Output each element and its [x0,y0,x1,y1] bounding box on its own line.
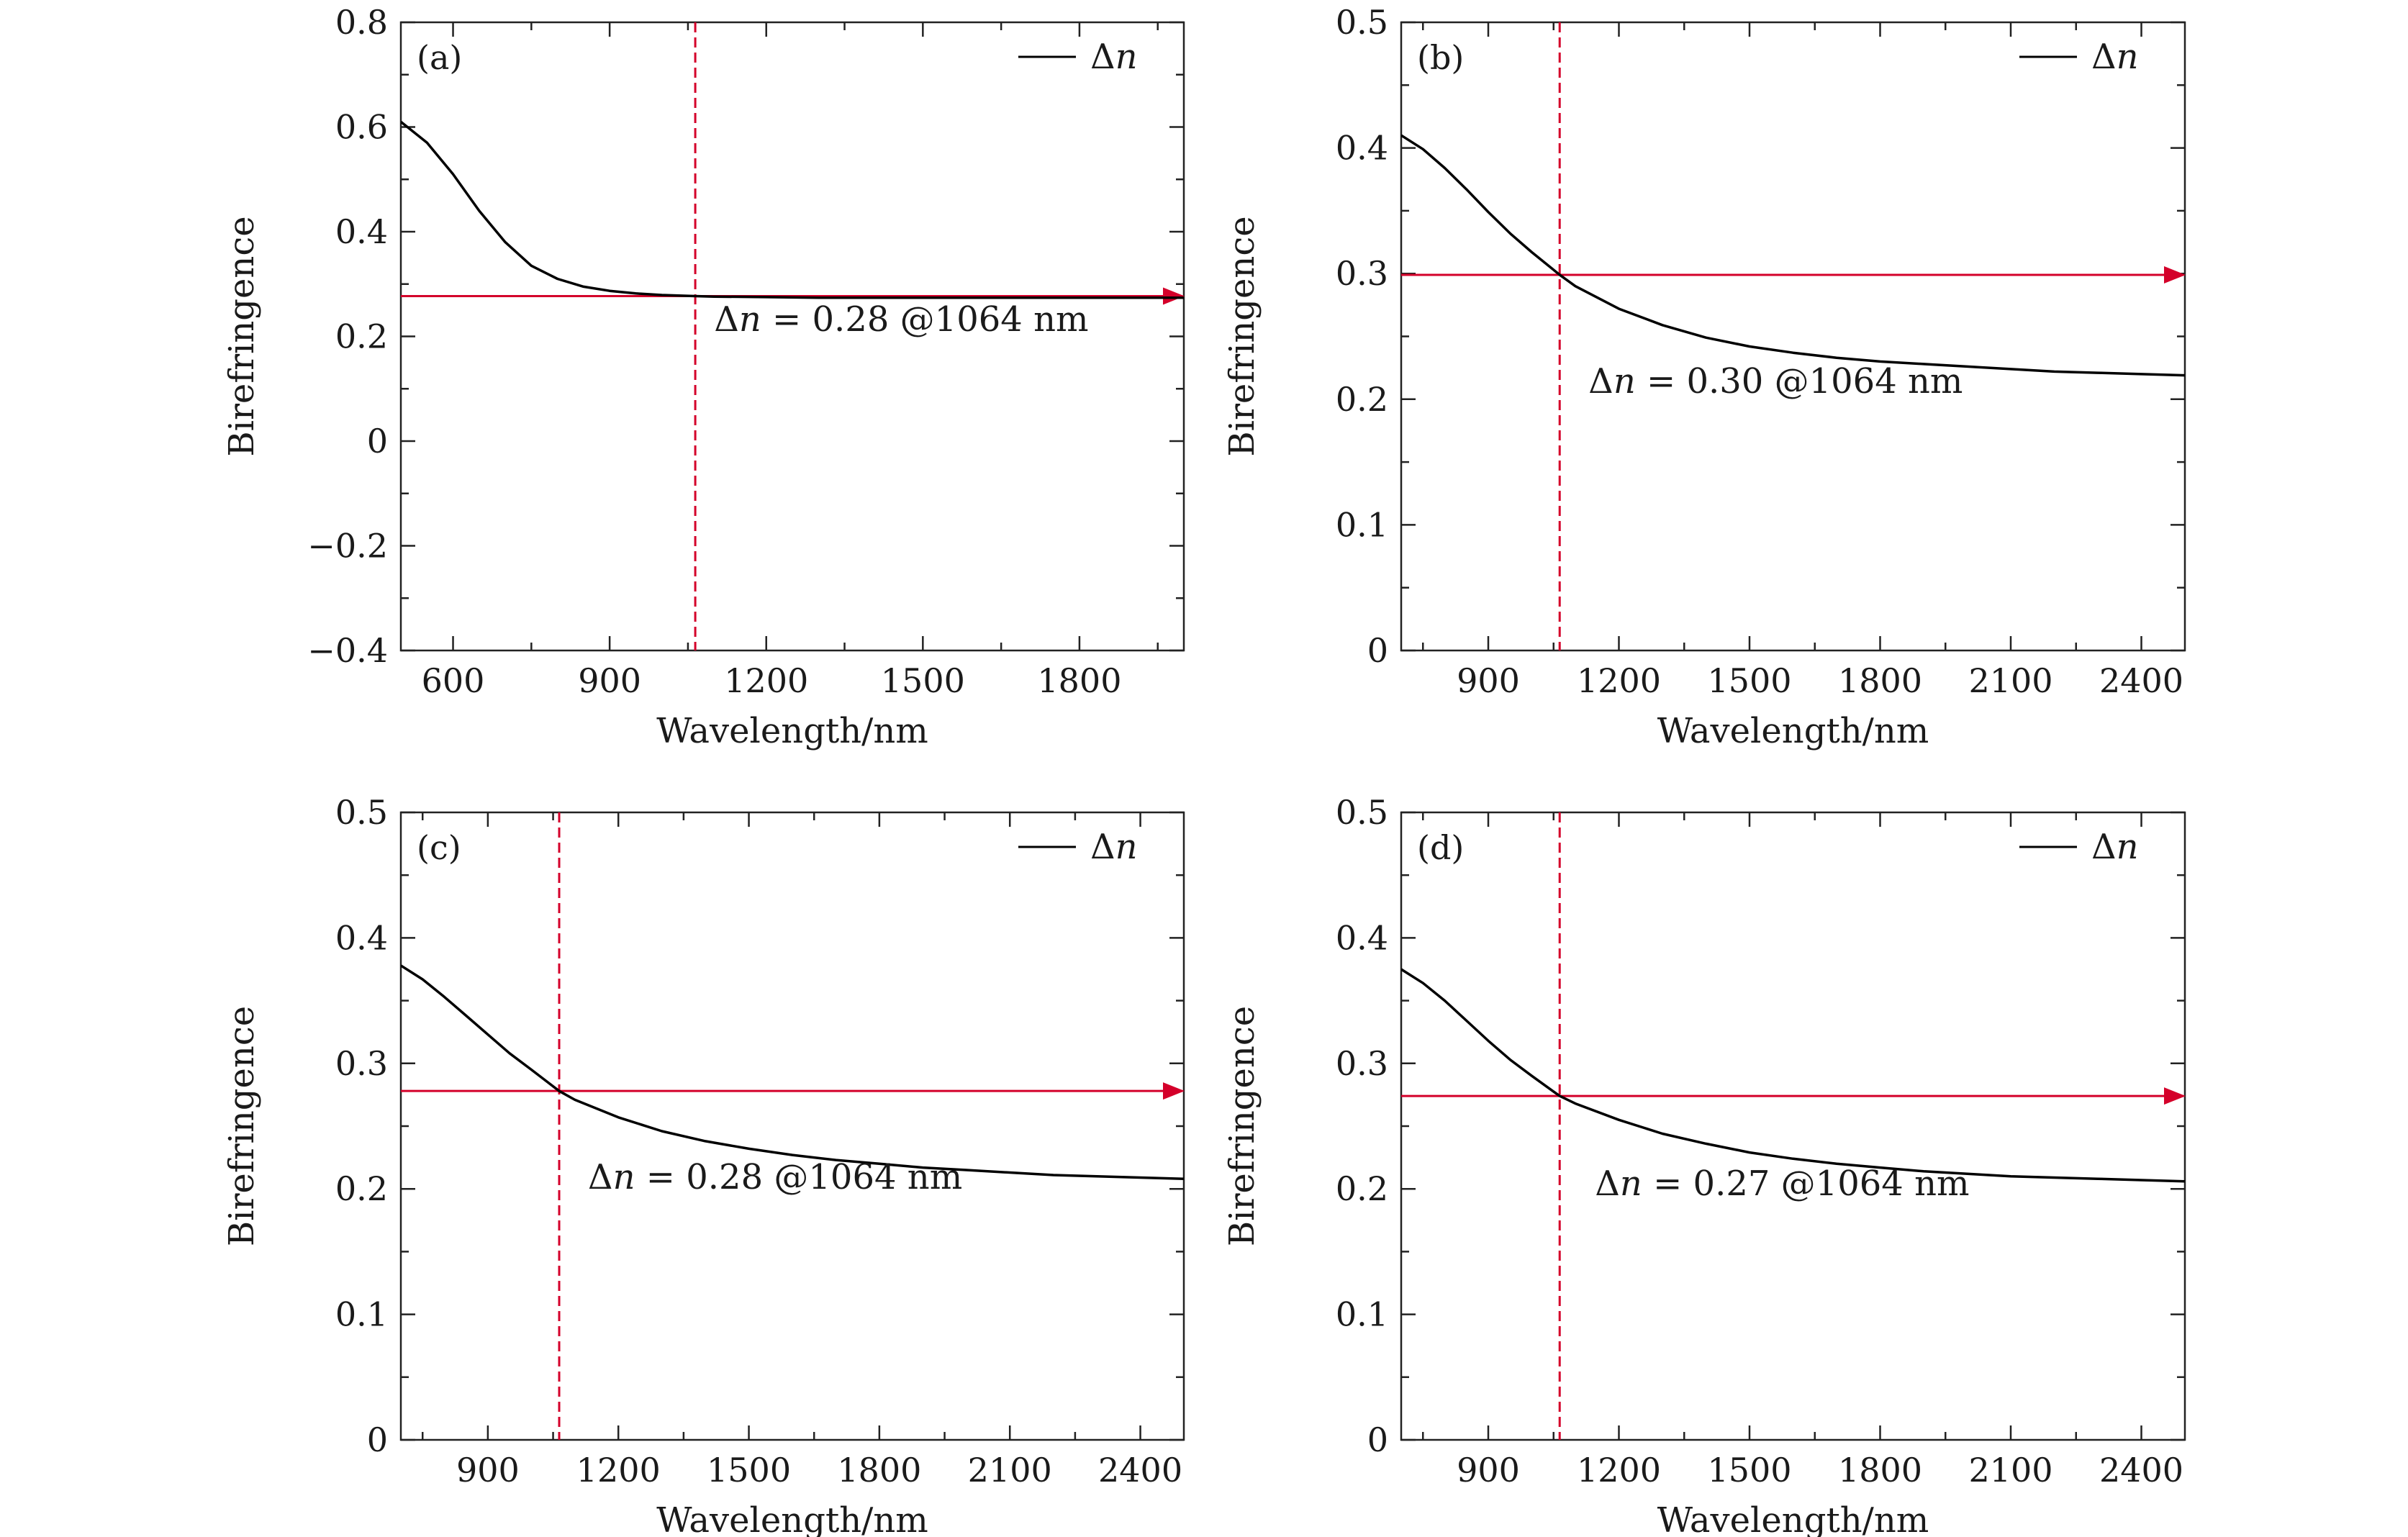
y-tick-label: 0.1 [1336,1295,1388,1334]
y-tick-label: −0.4 [307,631,388,670]
x-tick-label: 2400 [2099,1451,2183,1490]
y-tick-label: 0 [367,1420,388,1459]
series-line-delta-n [1401,134,2185,377]
legend: Δn [2019,37,2139,77]
x-tick-label: 1500 [707,1451,791,1490]
x-tick-label: 600 [422,661,485,700]
chart-panel-b: 900 1200 1500 1800 2100 2400 0 0.1 0.2 0.3 0.4 0.5 W… [1222,3,2186,751]
y-axis-title: Birefringence [1222,216,1262,456]
x-axis-title: Wavelength/nm [656,1500,928,1537]
legend-label: Δn [2091,827,2139,867]
chart-panel-d: 900 1200 1500 1800 2100 2400 0 0.1 0.2 0.3 0.4 0.5 W… [1222,793,2186,1537]
y-tick-label: 0.4 [335,918,388,957]
y-tick-label: 0.2 [1336,1169,1388,1208]
birefringence-annotation: Δn = 0.28 @1064 nm [588,1157,962,1197]
y-tick-label: 0.3 [1336,1044,1388,1083]
plot-frame [1400,21,2186,652]
x-tick-label: 2100 [1968,1451,2052,1490]
x-tick-label: 1200 [724,661,808,700]
y-tick-label: 0.2 [335,317,388,356]
legend: Δn [1018,827,1138,867]
legend: Δn [1018,37,1138,77]
panel-label: (c) [417,828,461,867]
x-tick-label: 900 [578,661,641,700]
y-tick-label: 0.1 [1336,505,1388,544]
y-tick-label: 0.1 [335,1295,388,1334]
y-axis-title: Birefringence [222,1006,262,1246]
series-line-delta-n [1401,968,2185,1183]
x-axis-title: Wavelength/nm [1657,711,1929,751]
y-tick-label: 0.2 [335,1169,388,1208]
x-tick-label: 1200 [1577,1451,1661,1490]
y-tick-label: −0.2 [307,527,388,566]
x-tick-label: 1800 [1838,1451,1922,1490]
x-tick-label: 1500 [1707,1451,1791,1490]
y-tick-label: 0.5 [1336,3,1388,42]
y-tick-label: 0 [367,422,388,461]
legend-label: Δn [1090,37,1138,77]
y-tick-label: 0.4 [1336,129,1388,168]
x-tick-label: 1800 [1838,661,1922,700]
x-tick-label: 900 [456,1451,520,1490]
y-tick-label: 0 [1367,1420,1388,1459]
series-line-delta-n [401,120,1184,299]
panel-label: (b) [1417,38,1464,77]
x-tick-label: 2100 [968,1451,1052,1490]
legend-label: Δn [1090,827,1138,867]
series-line-delta-n [401,964,1184,1180]
y-tick-label: 0.8 [335,3,388,42]
x-tick-label: 1500 [1707,661,1791,700]
panel-label: (a) [417,38,462,77]
x-tick-label: 1200 [576,1451,661,1490]
birefringence-annotation: Δn = 0.27 @1064 nm [1595,1164,1969,1204]
x-tick-label: 900 [1457,661,1520,700]
y-tick-label: 0.5 [335,793,388,832]
legend: Δn [2019,827,2139,867]
x-axis-title: Wavelength/nm [1657,1500,1929,1537]
x-tick-label: 1500 [881,661,965,700]
y-axis-title: Birefringence [1222,1006,1262,1246]
y-tick-label: 0.2 [1336,380,1388,419]
x-tick-label: 1200 [1577,661,1661,700]
plot-frame [399,811,1185,1441]
x-axis-title: Wavelength/nm [656,711,928,751]
y-tick-label: 0.6 [335,108,388,147]
x-tick-label: 2100 [1968,661,2052,700]
y-tick-label: 0.4 [1336,918,1388,957]
x-tick-label: 900 [1457,1451,1520,1490]
plot-frame [1400,811,2186,1441]
x-tick-label: 1800 [1037,661,1121,700]
panel-label: (d) [1417,828,1464,867]
y-tick-label: 0 [1367,631,1388,670]
y-axis-title: Birefringence [222,216,262,456]
chart-panel-c: 900 1200 1500 1800 2100 2400 0 0.1 0.2 0.3 0.4 0.5 W… [222,793,1185,1537]
y-tick-label: 0.3 [1336,254,1388,293]
x-tick-label: 1800 [837,1451,921,1490]
x-tick-label: 2400 [2099,661,2183,700]
y-tick-label: 0.4 [335,212,388,251]
x-tick-label: 2400 [1098,1451,1182,1490]
y-tick-label: 0.3 [335,1044,388,1083]
birefringence-annotation: Δn = 0.28 @1064 nm [714,299,1088,340]
chart-panel-a: 600 900 1200 1500 1800 −0.4 −0.2 0 0.2 0.4 0.6 0.8 W… [222,3,1185,751]
legend-label: Δn [2091,37,2139,77]
birefringence-annotation: Δn = 0.30 @1064 nm [1588,361,1963,402]
y-tick-label: 0.5 [1336,793,1388,832]
